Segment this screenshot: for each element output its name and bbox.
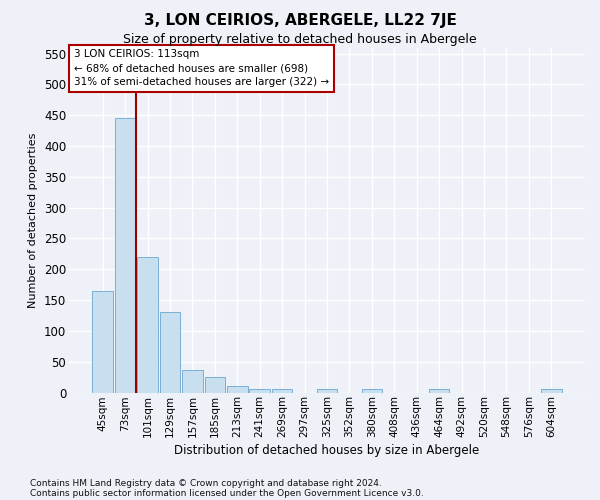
Bar (92, 291, 113, 392)
Bar (317, 390, 337, 392)
Text: Size of property relative to detached houses in Abergele: Size of property relative to detached ho… (123, 32, 477, 46)
X-axis label: Distribution of detached houses by size in Abergele: Distribution of detached houses by size … (175, 444, 479, 458)
Bar (227, 386, 248, 392)
Bar (137, 257, 158, 392)
Bar (429, 390, 449, 392)
Bar (272, 390, 292, 392)
Y-axis label: Number of detached properties: Number of detached properties (28, 132, 38, 308)
Text: 3, LON CEIRIOS, ABERGELE, LL22 7JE: 3, LON CEIRIOS, ABERGELE, LL22 7JE (143, 12, 457, 28)
Text: Contains HM Land Registry data © Crown copyright and database right 2024.: Contains HM Land Registry data © Crown c… (30, 478, 382, 488)
Text: Contains public sector information licensed under the Open Government Licence v3: Contains public sector information licen… (30, 488, 424, 498)
Text: 3 LON CEIRIOS: 113sqm
← 68% of detached houses are smaller (698)
31% of semi-det: 3 LON CEIRIOS: 113sqm ← 68% of detached … (74, 49, 329, 87)
Bar (205, 377, 225, 392)
Bar (541, 390, 562, 392)
Bar (362, 390, 382, 392)
Bar (160, 312, 181, 392)
Bar (250, 390, 270, 392)
Bar (182, 370, 203, 392)
Bar (115, 118, 136, 392)
